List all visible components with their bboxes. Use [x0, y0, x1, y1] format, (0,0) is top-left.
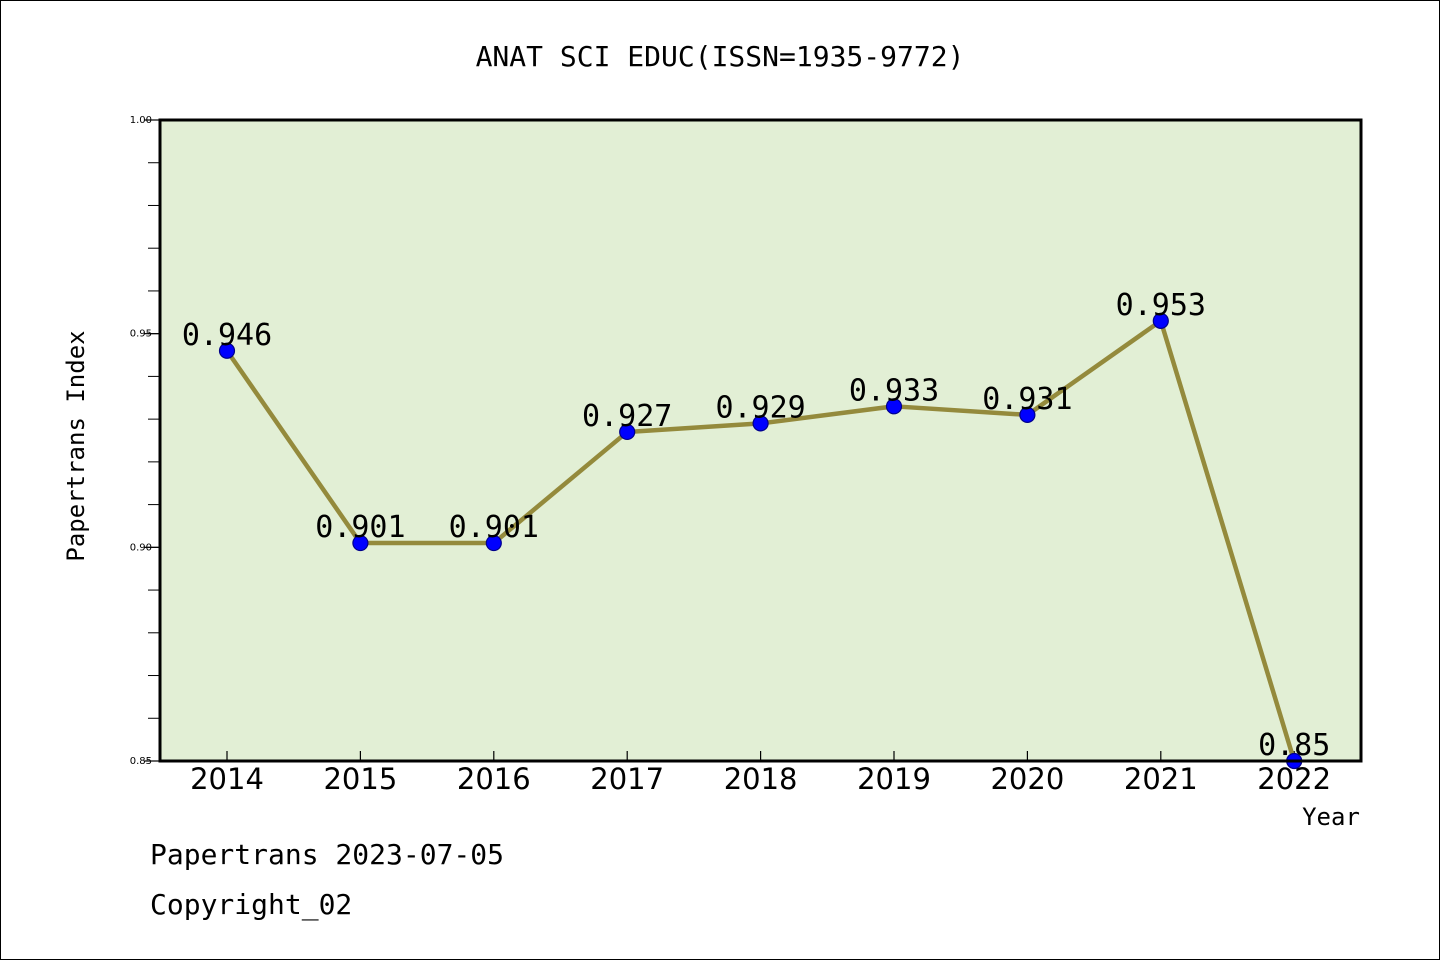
data-point: [218, 342, 236, 359]
plot-area: [160, 120, 1361, 761]
x-tick-label: 2015: [323, 762, 397, 796]
data-label: 0.901: [449, 510, 539, 545]
data-labels-group: 0.946 0.901 0.901 0.927 0.929 0.933 0.931 0.953…: [182, 288, 1330, 763]
data-point: [885, 398, 903, 415]
data-label: 0.85: [1258, 728, 1330, 763]
x-axis-ticks: 2014 2015 2016 2017 2018 2019 2020 2021 2022: [190, 751, 1331, 796]
data-label: 0.931: [982, 382, 1072, 417]
data-point: [619, 423, 636, 441]
x-tick-label: 2016: [457, 762, 531, 796]
data-label: 0.929: [715, 390, 805, 425]
data-label: 0.901: [315, 510, 405, 545]
footer-copyright: Copyright_02: [150, 888, 352, 922]
y-axis-ticks: 0.85 0.90 0.95 1.00: [130, 115, 160, 767]
data-point: [1019, 406, 1036, 423]
y-tick-label: 0.95: [130, 329, 152, 340]
y-tick-label: 0.85: [130, 756, 152, 767]
data-label: 0.927: [582, 399, 672, 434]
x-tick-label: 2018: [724, 762, 798, 796]
series-group: [218, 312, 1303, 770]
data-label: 0.953: [1116, 288, 1206, 323]
y-axis-label: Papertrans Index: [62, 330, 90, 561]
x-tick-label: 2014: [190, 762, 264, 796]
y-tick-label: 1.00: [130, 115, 152, 126]
data-point: [1152, 312, 1169, 329]
data-point: [352, 534, 369, 552]
x-tick-label: 2020: [990, 762, 1064, 796]
x-axis-label: Year: [1302, 803, 1360, 831]
footer-date: Papertrans 2023-07-05: [150, 838, 504, 871]
data-label: 0.933: [849, 373, 939, 408]
x-tick-label: 2019: [857, 762, 931, 796]
plot-frame: [158, 118, 1363, 763]
chart-title: ANAT SCI EDUC(ISSN=1935-9772): [476, 40, 965, 73]
data-point: [485, 534, 502, 552]
y-tick-label: 0.90: [130, 542, 152, 553]
x-tick-label: 2017: [590, 762, 664, 796]
data-point: [752, 415, 769, 432]
data-label: 0.946: [182, 318, 272, 353]
x-tick-label: 2021: [1124, 762, 1198, 796]
